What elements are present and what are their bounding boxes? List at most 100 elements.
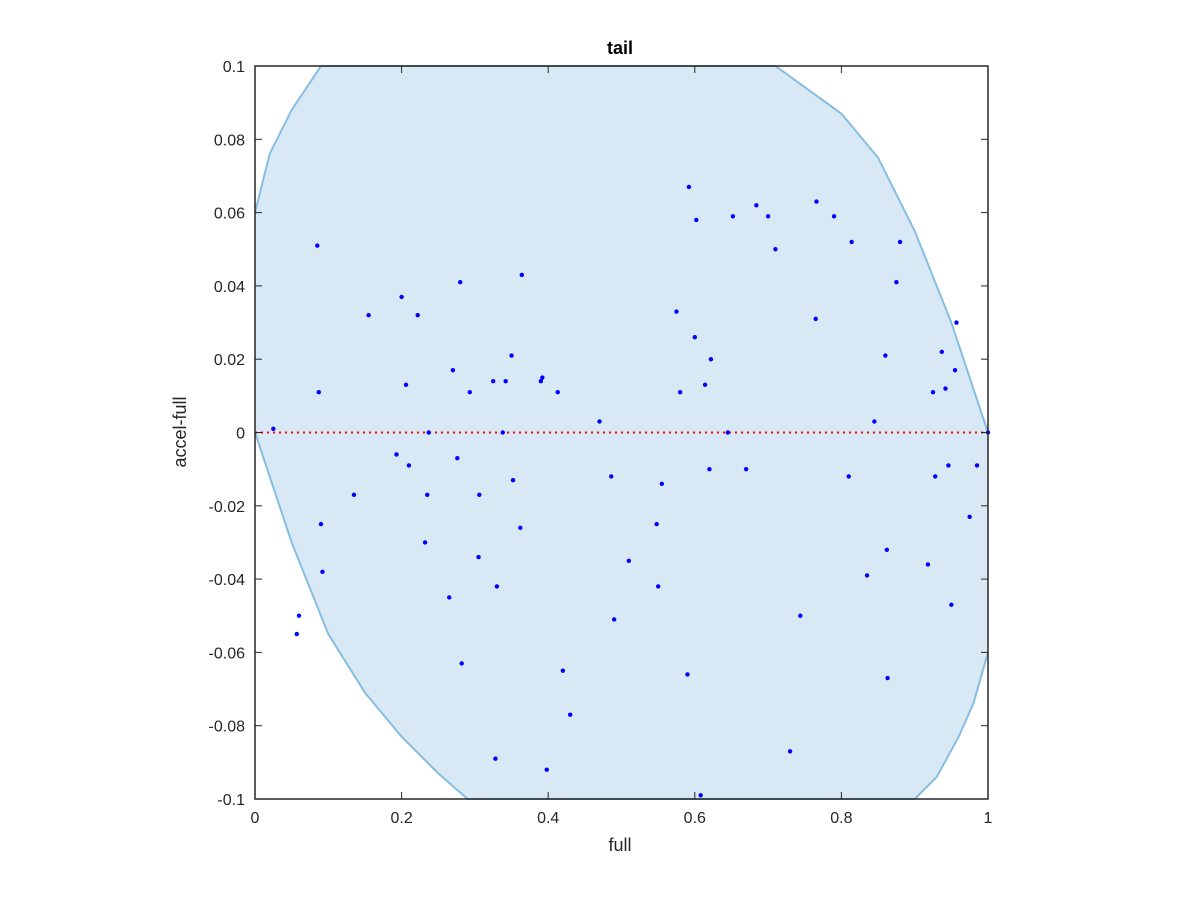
data-point	[296, 613, 302, 618]
data-point	[864, 573, 870, 578]
data-point	[422, 540, 428, 545]
data-point	[271, 426, 276, 432]
data-point	[677, 389, 683, 395]
data-point	[555, 389, 560, 395]
data-point	[567, 712, 573, 717]
data-point	[518, 525, 523, 530]
data-point	[952, 367, 958, 373]
data-point	[933, 474, 938, 479]
data-point	[426, 430, 431, 435]
data-point	[399, 294, 404, 300]
x-tick-label: 0.8	[830, 810, 852, 827]
data-point	[316, 389, 321, 395]
data-point	[773, 247, 778, 252]
data-point	[519, 272, 525, 278]
data-point	[707, 466, 712, 472]
y-tick-label: 0.04	[214, 279, 245, 296]
data-point	[885, 675, 890, 681]
y-tick-label: 0.1	[223, 59, 245, 76]
data-point	[491, 378, 496, 384]
x-tick-label: 0.6	[684, 810, 706, 827]
y-tick-label: 0.06	[214, 206, 245, 223]
y-tick-label: -0.06	[209, 645, 246, 662]
data-point	[403, 382, 409, 388]
data-point	[540, 375, 545, 380]
data-point	[925, 562, 931, 567]
data-point	[813, 316, 818, 322]
data-point	[872, 419, 877, 424]
data-point	[943, 386, 948, 391]
data-point	[538, 378, 544, 384]
data-point	[846, 474, 851, 479]
data-point	[626, 558, 632, 563]
points-layer	[271, 184, 991, 798]
data-point	[884, 547, 890, 552]
data-point	[510, 477, 516, 483]
data-point	[366, 313, 371, 318]
data-point	[694, 217, 699, 223]
data-point	[611, 617, 617, 622]
data-point	[394, 452, 399, 457]
data-point	[509, 353, 514, 358]
data-point	[500, 430, 505, 435]
data-point	[967, 514, 972, 519]
data-point	[476, 554, 481, 560]
data-point	[320, 569, 325, 574]
data-point	[831, 214, 837, 219]
data-point	[939, 349, 945, 355]
ticks-layer: 0 0.2 0.4 0.6 0.8 1 -0.1 -0.08 -0.06 -0.04 -0.02 0 0…	[209, 59, 993, 827]
data-point	[725, 430, 730, 435]
y-tick-label: -0.1	[217, 792, 245, 809]
data-point	[406, 463, 412, 468]
data-point	[315, 243, 320, 248]
data-point	[477, 492, 482, 498]
data-point	[544, 767, 549, 772]
y-tick-label: -0.04	[209, 572, 246, 589]
data-point	[493, 756, 498, 761]
data-point	[415, 313, 420, 318]
data-point	[609, 474, 614, 479]
data-point	[787, 749, 793, 754]
data-point	[692, 335, 697, 340]
x-axis-label: full	[608, 835, 631, 855]
x-tick-label: 0	[251, 810, 260, 827]
data-point	[450, 367, 456, 373]
data-point	[702, 382, 708, 388]
data-point	[897, 239, 903, 245]
data-point	[974, 463, 980, 468]
data-point	[698, 793, 703, 798]
data-point	[765, 214, 771, 219]
data-point	[798, 613, 803, 618]
data-point	[503, 378, 508, 384]
data-point	[318, 521, 324, 527]
x-tick-label: 0.2	[390, 810, 412, 827]
data-point	[883, 353, 888, 358]
y-tick-label: 0.08	[214, 132, 245, 149]
data-point	[674, 309, 679, 314]
data-point	[447, 595, 452, 600]
y-tick-label: 0	[236, 426, 245, 443]
data-point	[954, 320, 959, 325]
data-point	[654, 521, 659, 527]
data-point	[494, 584, 500, 589]
data-point	[730, 214, 736, 219]
data-point	[425, 492, 430, 498]
data-point	[467, 389, 472, 395]
data-point	[597, 419, 602, 424]
data-point	[294, 631, 299, 637]
x-tick-label: 0.4	[537, 810, 559, 827]
region-lower-edge	[254, 432, 989, 800]
data-point	[351, 492, 357, 498]
region-upper-edge	[254, 65, 989, 433]
data-point	[459, 661, 464, 666]
data-point	[560, 668, 566, 673]
data-point	[685, 672, 690, 677]
data-point	[655, 584, 661, 589]
data-point	[743, 466, 749, 472]
data-point	[708, 357, 714, 362]
chart-title: tail	[607, 38, 633, 58]
y-tick-label: -0.02	[209, 499, 246, 516]
data-point	[930, 389, 936, 395]
data-point	[686, 184, 692, 190]
